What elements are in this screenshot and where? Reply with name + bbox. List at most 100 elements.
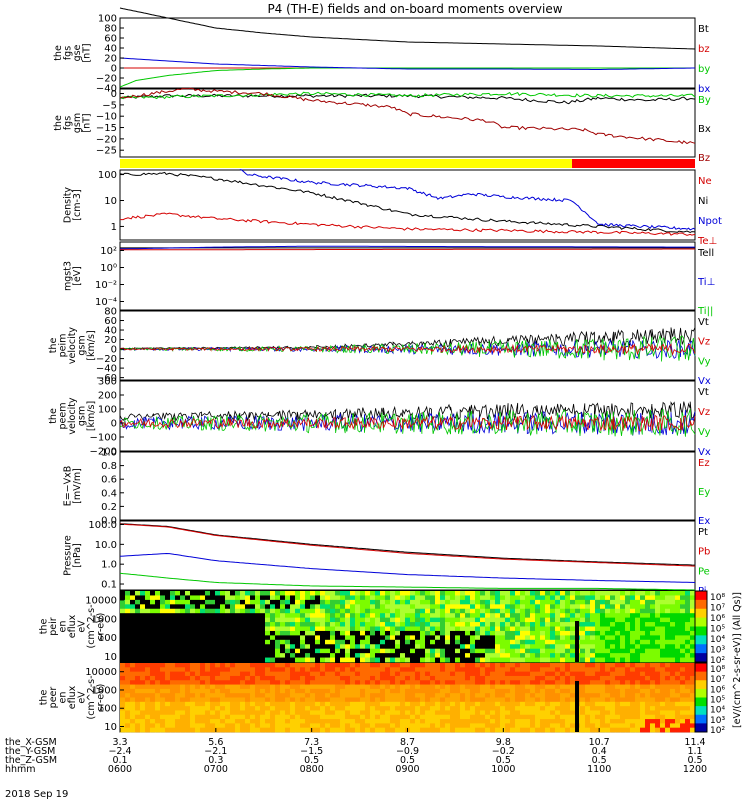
ytick-label: 10000 — [85, 595, 117, 606]
heatmap-cell — [170, 653, 176, 658]
heatmap-cell — [645, 663, 651, 668]
heatmap-cell — [225, 613, 231, 619]
heatmap-cell — [225, 653, 231, 658]
heatmap-cell — [340, 697, 346, 703]
heatmap-cell — [250, 710, 256, 716]
heatmap-cell — [625, 706, 631, 711]
heatmap-cell — [290, 723, 296, 729]
heatmap-cell — [625, 719, 631, 724]
heatmap-cell — [325, 622, 331, 627]
legend-Vz: Vz — [698, 407, 710, 418]
heatmap-cell — [150, 675, 156, 681]
heatmap-cell — [300, 667, 306, 673]
heatmap-cell — [435, 591, 441, 596]
heatmap-cell — [215, 613, 221, 619]
heatmap-cell — [335, 675, 341, 681]
heatmap-cell — [275, 706, 281, 711]
heatmap-cell — [545, 719, 551, 724]
heatmap-cell — [355, 667, 361, 673]
heatmap-cell — [580, 714, 586, 720]
heatmap-cell — [410, 667, 416, 673]
ytick-label: 1000 — [92, 614, 117, 625]
heatmap-cell — [190, 653, 196, 658]
heatmap-cell — [190, 684, 196, 690]
heatmap-cell — [540, 591, 546, 596]
heatmap-cell — [160, 684, 166, 690]
heatmap-cell — [670, 635, 676, 641]
heatmap-cell — [180, 639, 186, 645]
heatmap-cell — [380, 714, 386, 720]
heatmap-cell — [475, 639, 481, 645]
heatmap-cell — [485, 630, 491, 636]
heatmap-cell — [445, 727, 451, 733]
heatmap-cell — [560, 617, 566, 623]
heatmap-cell — [365, 595, 371, 601]
heatmap-cell — [265, 663, 271, 668]
heatmap-cell — [340, 727, 346, 733]
panel-frame-pressure — [119, 520, 696, 591]
xaxis-value: 0.5 — [304, 755, 319, 766]
heatmap-cell — [665, 657, 671, 663]
heatmap-cell — [135, 604, 141, 610]
heatmap-cell — [165, 727, 171, 733]
heatmap-cell — [185, 648, 191, 654]
heatmap-cell — [235, 622, 241, 627]
heatmap-cell — [490, 671, 496, 677]
heatmap-cell — [590, 667, 596, 673]
heatmap-cell — [405, 604, 411, 610]
heatmap-cell — [275, 671, 281, 677]
heatmap-cell — [230, 706, 236, 711]
heatmap-cell — [655, 657, 661, 663]
heatmap-cell — [385, 723, 391, 729]
heatmap-cell — [470, 663, 476, 668]
heatmap-cell — [220, 680, 226, 685]
heatmap-cell — [120, 727, 126, 733]
ytick-label: 10 — [104, 722, 117, 733]
heatmap-cell — [605, 591, 611, 596]
heatmap-cell — [660, 680, 666, 685]
heatmap-cell — [215, 630, 221, 636]
heatmap-cell — [510, 723, 516, 729]
heatmap-cell — [290, 644, 296, 650]
colorbar-swatch — [695, 688, 707, 698]
heatmap-cell — [680, 608, 686, 614]
heatmap-cell — [260, 684, 266, 690]
heatmap-cell — [435, 626, 441, 632]
heatmap-cell — [565, 644, 571, 650]
heatmap-cell — [460, 693, 466, 698]
heatmap-cell — [275, 653, 281, 658]
legend-Vx: Vx — [698, 376, 711, 387]
heatmap-cell — [285, 667, 291, 673]
heatmap-cell — [330, 671, 336, 677]
heatmap-cell — [575, 617, 581, 623]
heatmap-cell — [375, 626, 381, 632]
heatmap-cell — [545, 714, 551, 720]
heatmap-cell — [190, 608, 196, 614]
ytick-label: 10² — [100, 246, 117, 257]
heatmap-cell — [605, 675, 611, 681]
heatmap-cell — [120, 710, 126, 716]
heatmap-cell — [120, 657, 126, 663]
heatmap-cell — [490, 644, 496, 650]
heatmap-cell — [135, 710, 141, 716]
heatmap-cell — [455, 622, 461, 627]
heatmap-cell — [305, 595, 311, 601]
heatmap-cell — [365, 723, 371, 729]
heatmap-cell — [430, 630, 436, 636]
heatmap-cell — [210, 599, 216, 605]
heatmap-cell — [275, 648, 281, 654]
heatmap-cell — [415, 622, 421, 627]
heatmap-cell — [345, 604, 351, 610]
heatmap-cell — [330, 663, 336, 668]
heatmap-cell — [330, 697, 336, 703]
heatmap-cell — [670, 706, 676, 711]
heatmap-cell — [570, 688, 576, 694]
heatmap-cell — [665, 639, 671, 645]
heatmap-cell — [235, 653, 241, 658]
heatmap-cell — [525, 701, 531, 707]
heatmap-cell — [640, 675, 646, 681]
heatmap-cell — [160, 599, 166, 605]
heatmap-cell — [365, 591, 371, 596]
heatmap-cell — [360, 667, 366, 673]
